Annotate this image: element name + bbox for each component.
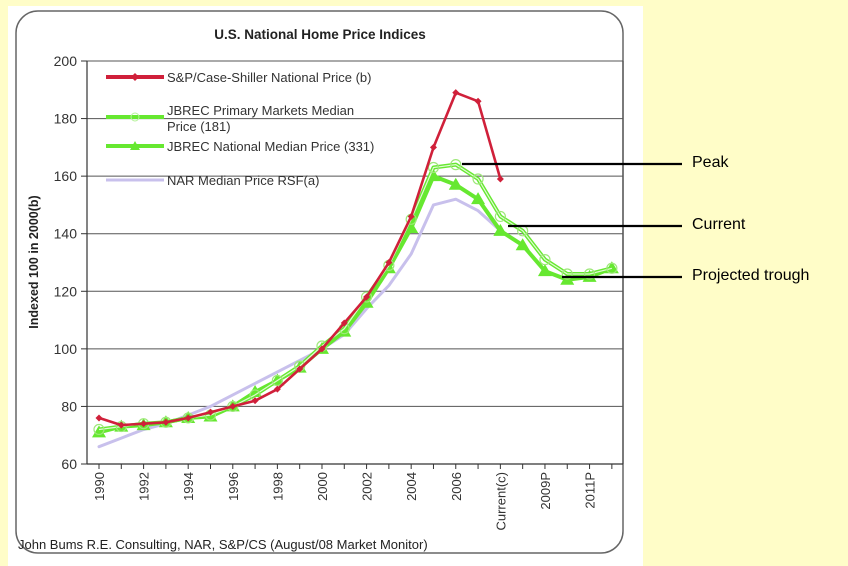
x-tick-label: 2004 (404, 472, 419, 501)
data-point (496, 175, 504, 183)
data-point (140, 420, 148, 428)
y-tick-label: 120 (54, 283, 78, 299)
y-tick-label: 80 (61, 398, 77, 414)
data-point (472, 173, 484, 185)
x-axis: 1990 1992 1994 1996 1998 2000 2002 2004 2006 Curr… (87, 463, 623, 531)
y-tick-label: 160 (54, 168, 78, 184)
annotation-projected-trough: Projected trough (692, 267, 810, 284)
data-point (363, 293, 371, 301)
x-tick-label: 2011P (583, 472, 598, 509)
data-point (539, 254, 551, 266)
data-point (93, 423, 105, 436)
x-tick-label: 1998 (270, 472, 285, 501)
x-tick-label: 2009P (538, 472, 553, 510)
legend-label: JBREC Primary Markets Median (167, 103, 354, 118)
data-point (427, 161, 440, 174)
annotation-lines (462, 162, 682, 279)
data-point (471, 192, 486, 205)
y-tick-label: 180 (54, 111, 78, 127)
data-point (429, 143, 437, 151)
data-point (229, 402, 237, 410)
series-0 (95, 89, 504, 429)
legend: S&P/Case-Shiller National Price (b) JBREC… (106, 70, 374, 188)
legend-label: S&P/Case-Shiller National Price (b) (167, 70, 371, 85)
data-point (537, 264, 552, 277)
data-point (561, 268, 573, 280)
data-point (251, 397, 259, 405)
x-tick-label: 1994 (181, 472, 196, 501)
data-point (407, 212, 415, 220)
x-tick-label: Current(c) (493, 472, 508, 531)
data-point (360, 291, 373, 303)
y-tick-label: 100 (54, 341, 78, 357)
data-point (271, 374, 283, 387)
gridlines (87, 60, 623, 407)
y-tick-label: 60 (61, 456, 77, 472)
legend-marker (131, 73, 139, 81)
data-point (494, 210, 506, 223)
data-point (452, 89, 460, 97)
data-point (450, 159, 462, 171)
data-point (583, 268, 596, 280)
chart-title: U.S. National Home Price Indices (214, 27, 426, 42)
x-tick-label: 1992 (137, 472, 152, 501)
legend-marker (130, 141, 140, 150)
series-layer (92, 89, 619, 449)
data-point (340, 319, 348, 327)
data-point (448, 177, 463, 190)
data-point (385, 259, 393, 266)
data-point (606, 262, 618, 274)
data-point (162, 418, 170, 426)
data-point (515, 238, 530, 251)
x-tick-label: 1996 (226, 472, 241, 501)
x-tick-label: 2006 (449, 472, 464, 501)
data-point (318, 345, 326, 353)
x-tick-label: 1990 (92, 472, 107, 501)
legend-label: JBREC National Median Price (331) (167, 139, 374, 154)
data-point (184, 414, 192, 422)
x-tick-label: 2002 (360, 472, 375, 501)
data-point (296, 365, 304, 373)
data-point (115, 420, 127, 433)
annotation-current: Current (692, 216, 746, 233)
data-point (474, 97, 482, 105)
y-tick-label: 140 (54, 226, 78, 242)
data-point (95, 414, 103, 422)
legend-label-cont: Price (181) (167, 119, 231, 134)
data-point (493, 223, 508, 236)
x-tick-label: 2000 (315, 472, 330, 501)
legend-label: NAR Median Price RSF(a) (167, 173, 319, 188)
chart-frame (15, 10, 624, 554)
y-tick-label: 200 (54, 53, 78, 69)
data-point (273, 385, 281, 393)
legend-marker (130, 112, 140, 122)
y-axis-label: Indexed 100 in 2000(b) (27, 195, 41, 328)
annotation-peak: Peak (692, 154, 729, 171)
y-axis: 60 80 100 120 140 160 180 200 (54, 53, 624, 472)
source-note: John Bums R.E. Consulting, NAR, S&P/CS (… (18, 537, 428, 552)
data-point (117, 421, 125, 429)
data-point (206, 408, 214, 416)
